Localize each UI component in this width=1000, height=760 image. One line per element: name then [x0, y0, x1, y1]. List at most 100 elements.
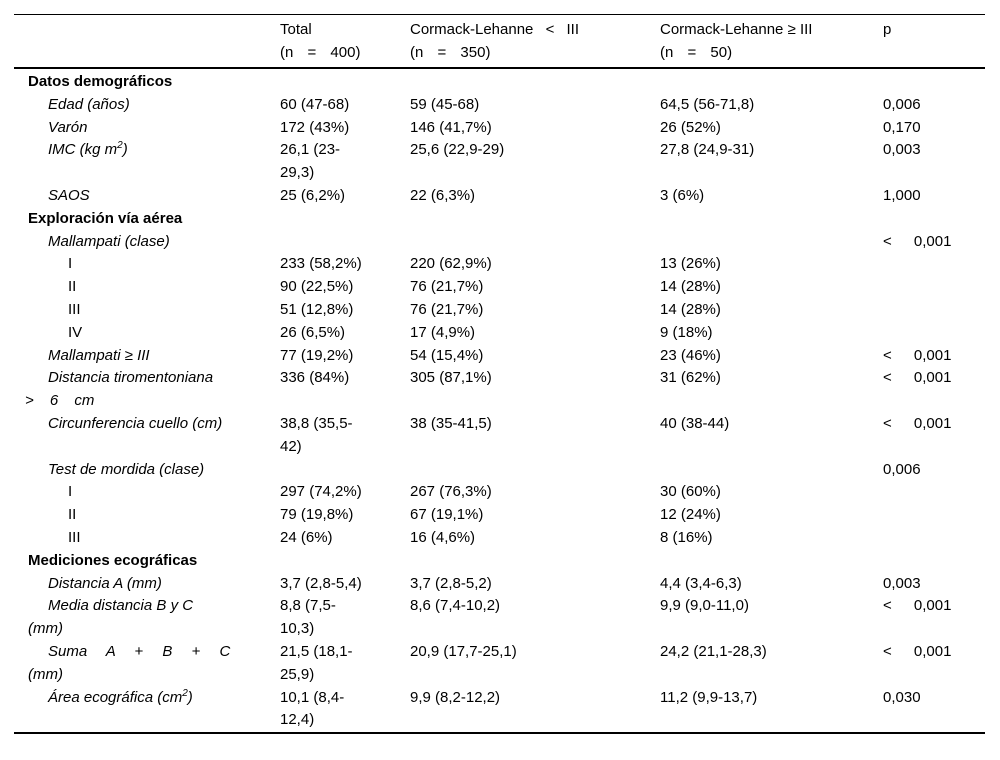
section-label: Exploración vía aérea — [28, 209, 183, 227]
cell-total: 90 (22,5%) — [280, 278, 354, 296]
table-row: III 24 (6%) 16 (4,6%) 8 (16%) — [14, 527, 985, 550]
table-row: SAOS 25 (6,2%) 22 (6,3%) 3 (6%) 1,000 — [14, 185, 985, 208]
row-label: Distancia A (mm) — [48, 574, 162, 592]
cell-total: 172 (43%) — [280, 118, 350, 136]
table-row: II 90 (22,5%) 76 (21,7%) 14 (28%) — [14, 276, 985, 299]
cell-total: 336 (84%) — [280, 369, 350, 387]
row-label-text: IMC (kg m — [48, 141, 118, 159]
cell-cormack-lt3: 3,7 (2,8-5,2) — [410, 574, 492, 592]
header-cormack-lt3-line1: Cormack-Lehanne < III — [410, 21, 579, 38]
superscript: 2 — [117, 140, 123, 152]
cell-p — [883, 253, 985, 276]
cell-cormack-lt3: 25,6 (22,9-29) — [410, 141, 505, 159]
row-label: I — [68, 255, 73, 273]
cell-total: 60 (47-68) — [280, 95, 350, 113]
cell-p: 0,030 — [883, 688, 921, 706]
cell-cormack-ge3 — [660, 231, 883, 254]
cell-total: 51 (12,8%) — [280, 300, 354, 318]
cell-p: < 0,001 — [883, 369, 952, 387]
row-label-line2: (mm) — [28, 665, 63, 683]
superscript: 2 — [182, 687, 188, 699]
cell-total: 10,1 (8,4-12,4) — [280, 688, 345, 729]
table-row: IMC (kg m2) 26,1 (23-29,3) 25,6 (22,9-29… — [14, 139, 985, 185]
cell-cormack-lt3: 17 (4,9%) — [410, 323, 476, 341]
table-row: IV 26 (6,5%) 17 (4,9%) 9 (18%) — [14, 322, 985, 345]
section-row: Datos demográficos — [14, 68, 985, 94]
cell-total: 38,8 (35,5-42) — [280, 414, 353, 455]
table-row: II 79 (19,8%) 67 (19,1%) 12 (24%) — [14, 504, 985, 527]
cell-cormack-lt3: 54 (15,4%) — [410, 346, 484, 364]
section-row: Exploración vía aérea — [14, 208, 985, 231]
cell-cormack-lt3: 76 (21,7%) — [410, 278, 484, 296]
cell-p: 0,170 — [883, 118, 921, 136]
table-row: III 51 (12,8%) 76 (21,7%) 14 (28%) — [14, 299, 985, 322]
cell-p: 0,003 — [883, 141, 921, 159]
cell-cormack-lt3: 59 (45-68) — [410, 95, 480, 113]
cell-p: < 0,001 — [883, 597, 952, 615]
cell-p: 0,003 — [883, 574, 921, 592]
row-label-text: ) — [187, 688, 193, 706]
row-label: Circunferencia cuello (cm) — [48, 414, 223, 432]
table-header-row: Total (n = 400) Cormack-Lehanne < III (n… — [14, 14, 985, 69]
header-cormack-lt3: Cormack-Lehanne < III (n = 350) — [410, 14, 660, 69]
cell-total — [280, 459, 410, 482]
cell-total: 26 (6,5%) — [280, 323, 346, 341]
cell-p: < 0,001 — [883, 414, 952, 432]
row-label-text: ) — [122, 141, 128, 159]
cell-cormack-ge3: 40 (38-44) — [660, 414, 730, 432]
row-label: Varón — [48, 118, 88, 136]
cell-cormack-ge3: 9 (18%) — [660, 323, 713, 341]
row-label: SAOS — [48, 186, 90, 204]
header-total-line1: Total — [280, 21, 312, 38]
row-label: Edad (años) — [48, 95, 130, 113]
row-label: II — [68, 506, 77, 524]
cell-cormack-ge3: 8 (16%) — [660, 528, 713, 546]
cell-cormack-ge3: 64,5 (56-71,8) — [660, 95, 755, 113]
cell-total — [280, 231, 410, 254]
table-row: Test de mordida (clase) 0,006 — [14, 459, 985, 482]
row-label-line1: Distancia tiromentoniana — [48, 369, 214, 387]
cell-cormack-lt3 — [410, 231, 660, 254]
table-row: Varón 172 (43%) 146 (41,7%) 26 (52%) 0,1… — [14, 117, 985, 140]
cell-cormack-ge3: 3 (6%) — [660, 186, 705, 204]
cell-cormack-ge3: 24,2 (21,1-28,3) — [660, 642, 767, 660]
cell-cormack-lt3: 220 (62,9%) — [410, 255, 492, 273]
cell-cormack-ge3: 14 (28%) — [660, 278, 721, 296]
row-label-line1: Media distancia B y C — [48, 597, 194, 615]
cell-total: 77 (19,2%) — [280, 346, 354, 364]
cell-cormack-lt3: 9,9 (8,2-12,2) — [410, 688, 501, 706]
cell-cormack-lt3: 38 (35-41,5) — [410, 414, 492, 432]
cell-cormack-lt3: 8,6 (7,4-10,2) — [410, 597, 501, 615]
cell-p — [883, 481, 985, 504]
row-label: Área ecográfica (cm2) — [14, 687, 280, 734]
cell-cormack-lt3: 146 (41,7%) — [410, 118, 492, 136]
cell-cormack-lt3: 67 (19,1%) — [410, 506, 484, 524]
cell-cormack-lt3 — [410, 459, 660, 482]
row-label-line2: > 6 cm — [25, 392, 95, 410]
table-row: Edad (años) 60 (47-68) 59 (45-68) 64,5 (… — [14, 94, 985, 117]
cell-cormack-ge3: 9,9 (9,0-11,0) — [660, 597, 749, 615]
row-label-line1: Suma A + B + C — [48, 642, 231, 660]
cell-cormack-ge3 — [660, 459, 883, 482]
cell-p — [883, 322, 985, 345]
row-label: Distancia tiromentoniana > 6 cm — [14, 367, 280, 413]
cell-p — [883, 504, 985, 527]
cell-cormack-ge3: 27,8 (24,9-31) — [660, 141, 755, 159]
cell-p — [883, 299, 985, 322]
table-row: Mallampati ≥ III 77 (19,2%) 54 (15,4%) 2… — [14, 345, 985, 368]
section-row: Mediciones ecográficas — [14, 550, 985, 573]
table-row: Suma A + B + C (mm) 21,5 (18,1-25,9) 20,… — [14, 641, 985, 687]
cell-cormack-ge3: 14 (28%) — [660, 300, 721, 318]
cell-cormack-lt3: 20,9 (17,7-25,1) — [410, 642, 517, 660]
cell-cormack-ge3: 13 (26%) — [660, 255, 721, 273]
cell-cormack-lt3: 22 (6,3%) — [410, 186, 476, 204]
cell-p: < 0,001 — [883, 642, 952, 660]
row-label: IV — [68, 323, 83, 341]
cell-p: 0,006 — [883, 95, 921, 113]
cell-cormack-lt3: 76 (21,7%) — [410, 300, 484, 318]
header-total-line2: (n = 400) — [280, 43, 361, 61]
cell-cormack-ge3: 31 (62%) — [660, 369, 721, 387]
cell-cormack-ge3: 30 (60%) — [660, 483, 721, 501]
cell-cormack-lt3: 16 (4,6%) — [410, 528, 476, 546]
cell-total: 21,5 (18,1-25,9) — [280, 642, 353, 683]
